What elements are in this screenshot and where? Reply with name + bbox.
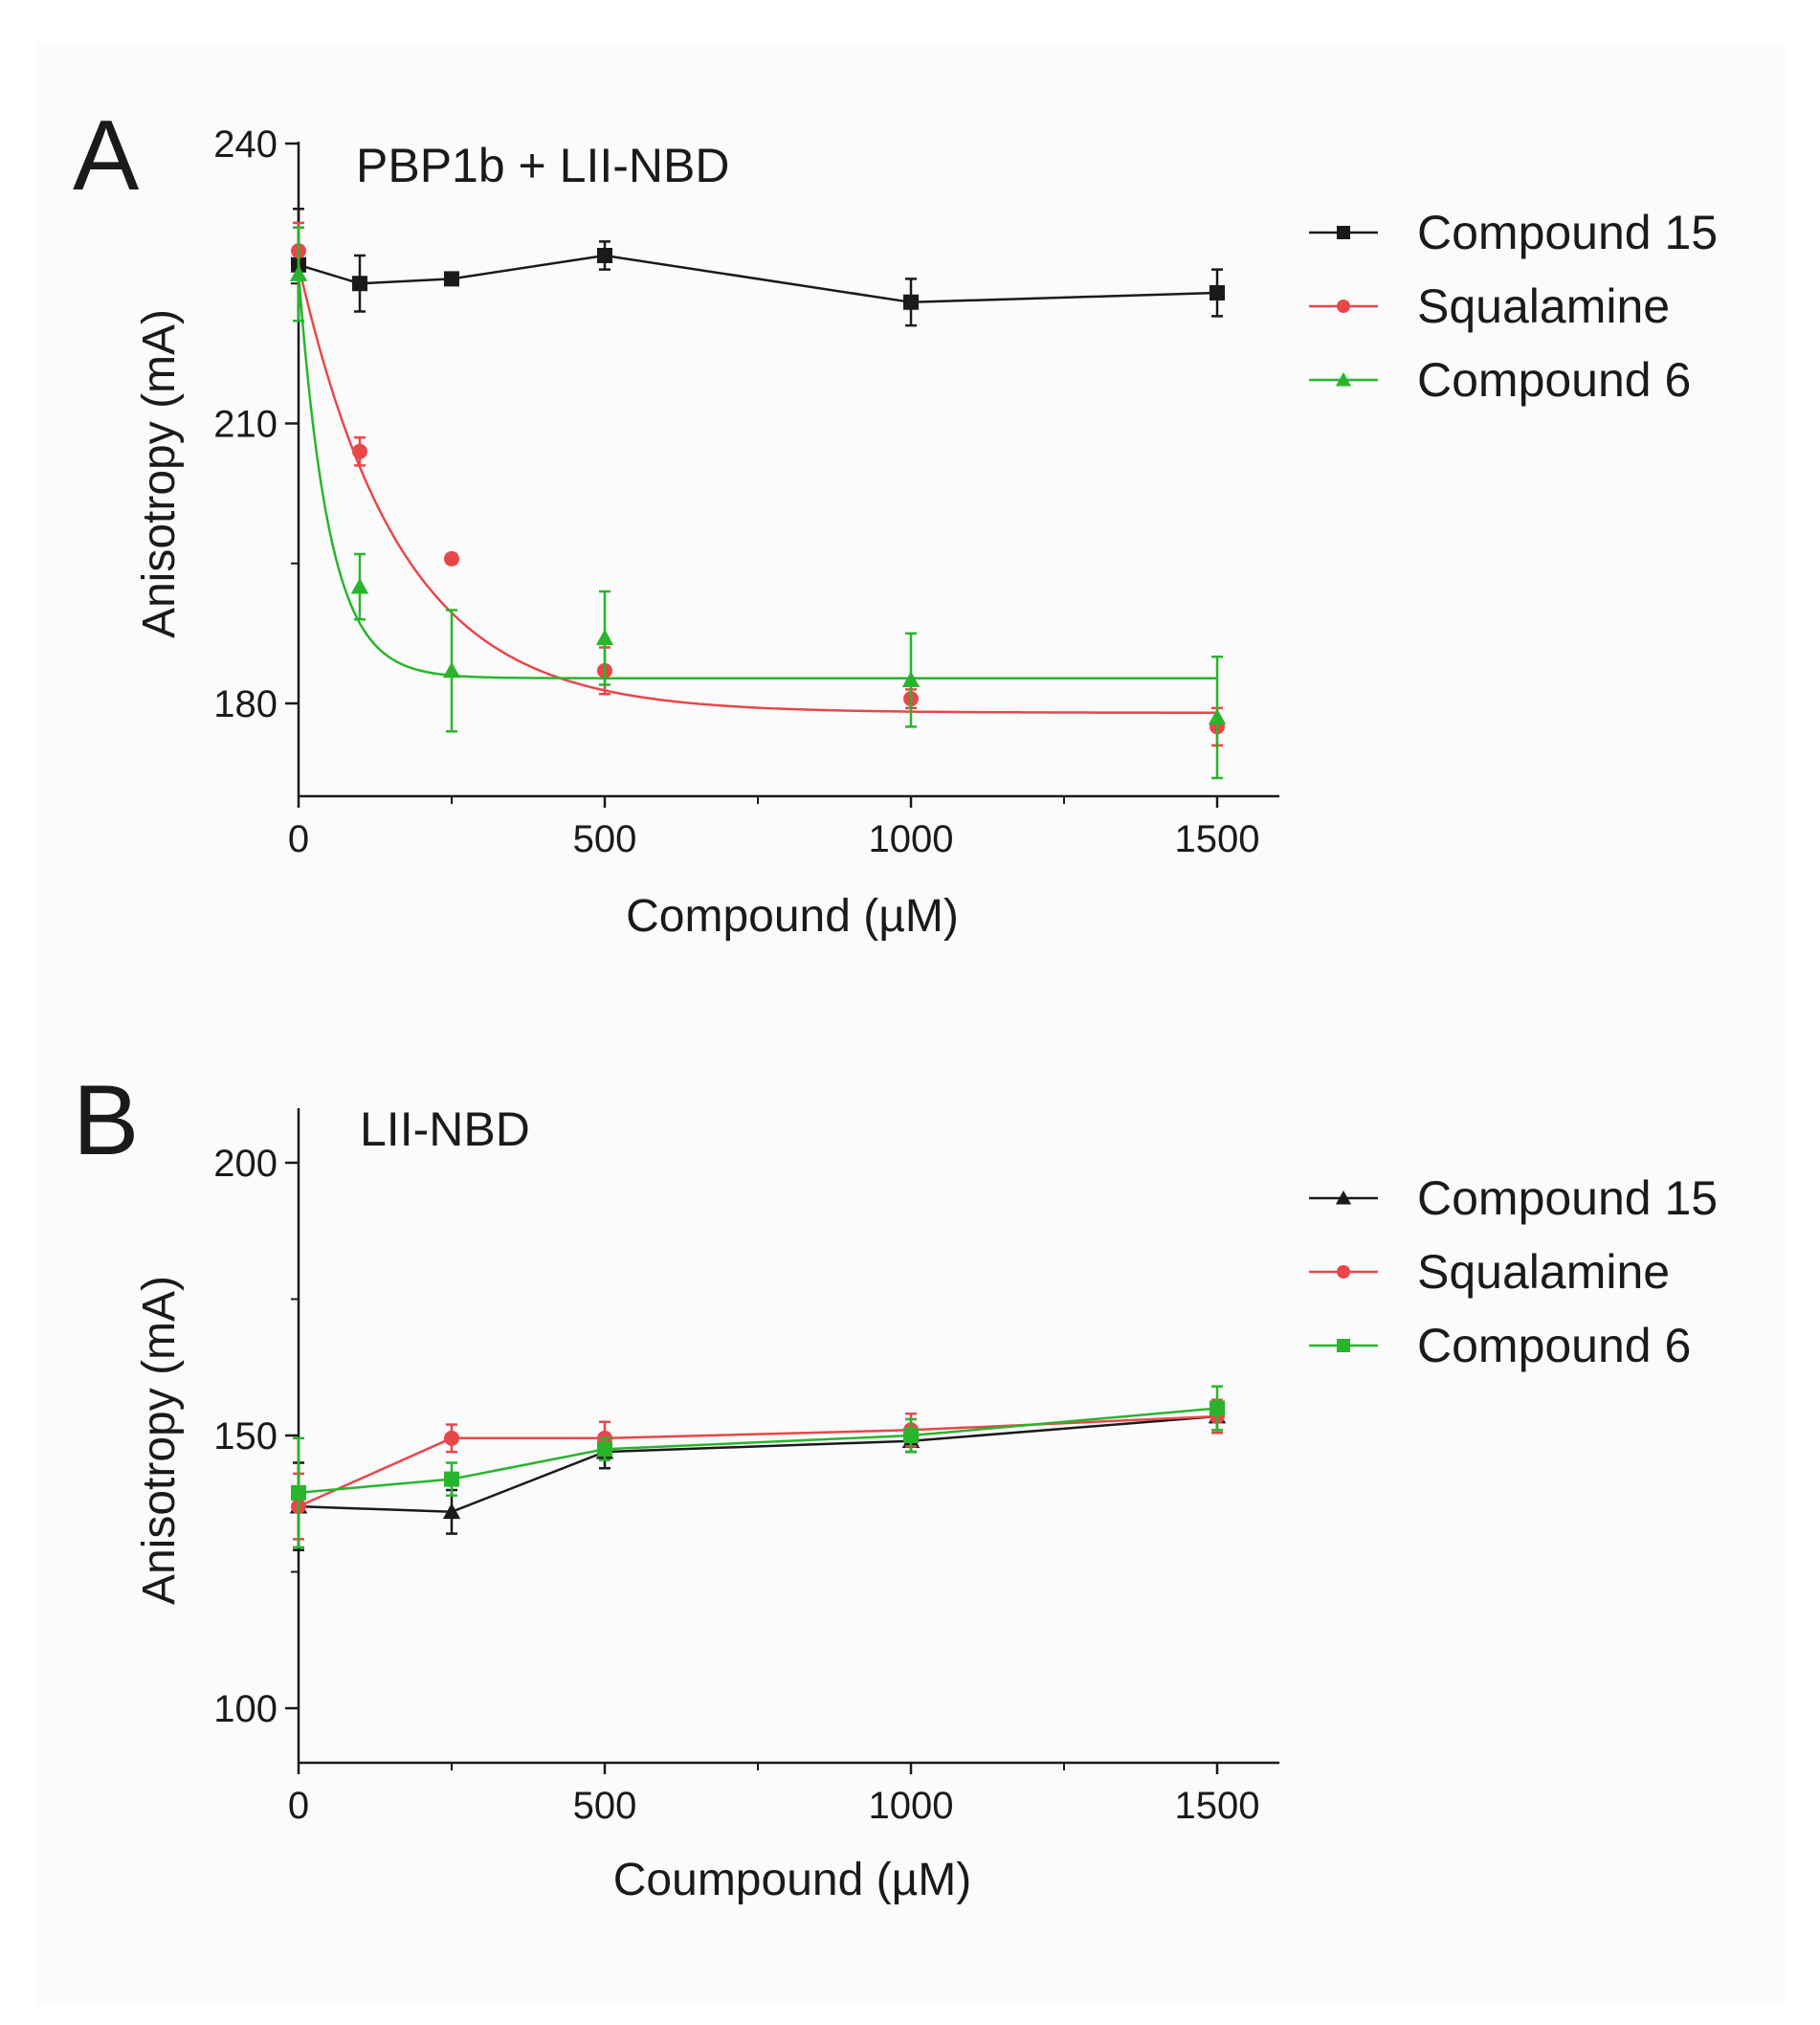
panel-a: 180 210 240 0 500 1000 1500 Compound 15 Squalami… xyxy=(213,123,1718,860)
x-tick-label: 0 xyxy=(288,1785,309,1827)
legend-label: Squalamine xyxy=(1417,1245,1670,1299)
legend-marker xyxy=(1337,300,1350,313)
x-tick-label: 500 xyxy=(573,818,637,860)
series-line xyxy=(298,1414,1218,1508)
legend-label: Compound 15 xyxy=(1417,1171,1718,1225)
series-compound-6 xyxy=(291,1385,1225,1549)
legend-label: Compound 15 xyxy=(1417,206,1718,259)
legend-marker xyxy=(1337,1339,1350,1352)
legend-label: Squalamine xyxy=(1417,279,1670,333)
data-point xyxy=(444,271,459,287)
legend-label: Compound 6 xyxy=(1417,1319,1691,1372)
panel-b-y-axis-label: Anisotropy (mA) xyxy=(134,1276,185,1605)
y-tick-label: 100 xyxy=(213,1688,277,1730)
legend-item: Compound 15 xyxy=(1309,1171,1718,1225)
data-point xyxy=(444,1430,459,1446)
series-compound-6 xyxy=(289,226,1227,780)
legend-marker xyxy=(1335,1190,1352,1205)
series-line xyxy=(297,272,1217,679)
data-point xyxy=(289,265,308,281)
y-tick-label: 180 xyxy=(213,683,277,725)
data-point xyxy=(1208,708,1227,724)
x-tick-label: 1500 xyxy=(1175,1785,1260,1827)
panel-b: 100 150 200 0 500 1000 1500 Compound 15 Squalami… xyxy=(213,1108,1718,1827)
series-squalamine xyxy=(291,221,1225,747)
y-tick-label: 240 xyxy=(213,123,277,166)
figure-background xyxy=(36,44,1786,2004)
legend-item: Compound 6 xyxy=(1309,1319,1691,1372)
data-point xyxy=(444,1471,459,1487)
panel-b-x-axis-label: Coumpound (µM) xyxy=(613,1855,971,1905)
x-tick-label: 1000 xyxy=(869,1785,954,1827)
legend-marker xyxy=(1335,371,1352,387)
panel-a-y-axis-label: Anisotropy (mA) xyxy=(134,309,185,638)
data-point xyxy=(352,443,367,459)
y-tick-label: 210 xyxy=(213,404,277,446)
data-point xyxy=(442,661,461,679)
y-tick-label: 200 xyxy=(213,1143,277,1185)
legend-marker xyxy=(1337,1265,1350,1279)
legend-item: Compound 15 xyxy=(1309,206,1718,259)
series-compound-15 xyxy=(291,208,1225,327)
legend-item: Squalamine xyxy=(1309,1245,1670,1299)
legend-item: Compound 6 xyxy=(1309,353,1691,407)
data-point xyxy=(1210,285,1225,300)
y-tick-label: 150 xyxy=(213,1415,277,1458)
data-point xyxy=(350,577,369,594)
x-tick-label: 500 xyxy=(573,1785,637,1827)
series-line xyxy=(297,264,1217,714)
data-point xyxy=(442,1502,461,1520)
legend-label: Compound 6 xyxy=(1417,353,1691,407)
series-line xyxy=(298,1414,1218,1514)
data-point xyxy=(291,1484,306,1501)
panel-letter-b: B xyxy=(73,1065,139,1176)
series-line xyxy=(298,254,1218,304)
panel-a-x-axis-label: Compound (µM) xyxy=(626,891,959,942)
x-tick-label: 0 xyxy=(288,818,309,860)
series-line xyxy=(298,1407,1218,1495)
legend-marker xyxy=(1337,226,1350,239)
panel-letter-a: A xyxy=(73,100,140,211)
data-point xyxy=(595,629,614,646)
data-point xyxy=(1210,1400,1225,1416)
legend-item: Squalamine xyxy=(1309,279,1670,333)
data-point xyxy=(597,1441,612,1458)
x-tick-label: 1000 xyxy=(869,818,954,860)
data-point xyxy=(903,1428,919,1443)
data-point xyxy=(352,276,367,292)
panel-a-title: PBP1b + LII-NBD xyxy=(356,139,729,192)
data-point xyxy=(444,550,459,567)
x-tick-label: 1500 xyxy=(1175,818,1260,860)
panel-b-title: LII-NBD xyxy=(360,1102,530,1156)
data-point xyxy=(903,294,919,310)
data-point xyxy=(901,671,921,687)
data-point xyxy=(597,248,612,263)
